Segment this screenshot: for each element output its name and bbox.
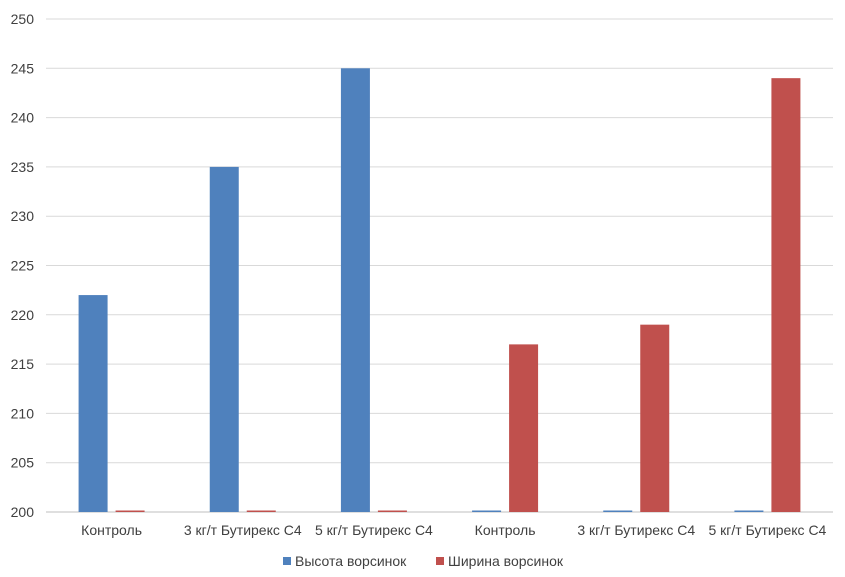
y-tick-label: 220 [11, 307, 35, 323]
x-tick-label: 3 кг/т Бутирекс С4 [577, 522, 695, 538]
y-tick-label: 240 [11, 110, 35, 126]
bar-width-2 [377, 510, 407, 512]
y-tick-label: 205 [11, 455, 35, 471]
y-tick-label: 235 [11, 159, 35, 175]
bar-width-5 [771, 78, 801, 512]
x-tick-label: Контроль [81, 522, 142, 538]
y-tick-label: 250 [11, 11, 35, 27]
y-axis-ticks: 200 205 210 215 220 225 230 235 240 245 250 [11, 11, 35, 520]
x-axis-ticks: Контроль 3 кг/т Бутирекс С4 5 кг/т Бутирек… [81, 522, 826, 538]
legend-swatch-0 [283, 557, 291, 565]
y-tick-label: 215 [11, 356, 35, 372]
bars [78, 68, 801, 513]
bar-height-4 [603, 510, 633, 512]
x-tick-label: 5 кг/т Бутирекс С4 [708, 522, 826, 538]
bar-height-5 [734, 510, 764, 512]
bar-width-4 [640, 324, 670, 512]
bar-height-2 [340, 68, 370, 513]
y-tick-label: 225 [11, 258, 35, 274]
bar-width-3 [509, 344, 539, 512]
legend-label-0: Высота ворсинок [295, 553, 407, 569]
y-tick-label: 200 [11, 504, 35, 520]
y-tick-label: 210 [11, 405, 35, 421]
bar-width-0 [115, 510, 145, 512]
x-tick-label: 5 кг/т Бутирекс С4 [315, 522, 433, 538]
legend-label-1: Ширина ворсинок [448, 553, 564, 569]
bar-width-1 [246, 510, 276, 512]
x-tick-label: 3 кг/т Бутирекс С4 [184, 522, 302, 538]
legend: Высота ворсинок Ширина ворсинок [283, 553, 564, 569]
bar-height-1 [209, 166, 239, 512]
y-tick-label: 245 [11, 60, 35, 76]
y-tick-label: 230 [11, 208, 35, 224]
bar-height-0 [78, 295, 108, 512]
gridlines [46, 18, 833, 513]
legend-swatch-1 [436, 557, 444, 565]
bar-height-3 [472, 510, 502, 512]
x-tick-label: Контроль [475, 522, 536, 538]
